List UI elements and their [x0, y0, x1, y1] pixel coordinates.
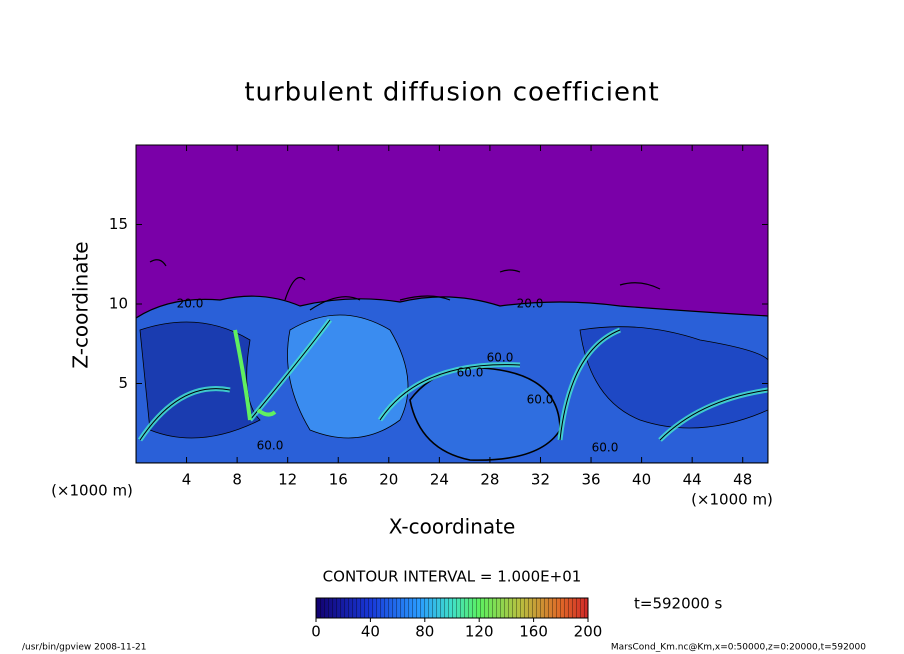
contour-label: 60.0 — [487, 351, 514, 365]
x-unit-label: (×1000 m) — [51, 482, 133, 500]
field-swirl — [287, 314, 409, 439]
x-tick-label: 36 — [581, 471, 600, 489]
contour-label: 60.0 — [592, 441, 619, 455]
y-axis-label: Z-coordinate — [69, 241, 93, 368]
chart-title: turbulent diffusion coefficient — [244, 78, 659, 108]
contour-field — [136, 145, 768, 463]
x-tick-label: 32 — [531, 471, 550, 489]
x-tick-label: 28 — [480, 471, 499, 489]
footer-right: MarsCond_Km.nc@Km,x=0:50000,z=0:20000,t=… — [611, 643, 866, 653]
field-contour — [139, 319, 768, 441]
x-tick-label: 24 — [430, 471, 449, 489]
contour-label: 60.0 — [457, 366, 484, 380]
x-unit-label: (×1000 m) — [691, 491, 773, 509]
x-tick-label: 44 — [683, 471, 702, 489]
contour-interval: CONTOUR INTERVAL = 1.000E+01 — [323, 568, 582, 586]
x-tick-label: 16 — [329, 471, 348, 489]
y-tick-label: 15 — [109, 215, 128, 233]
colorbar-tick-label: 40 — [361, 623, 380, 641]
colorbar-tick-label: 0 — [311, 623, 321, 641]
contour-label: 60.0 — [527, 393, 554, 407]
field-contour — [149, 259, 661, 311]
x-tick-label: 8 — [232, 471, 242, 489]
x-tick-label: 40 — [632, 471, 651, 489]
x-tick-label: 12 — [278, 471, 297, 489]
x-axis-label: X-coordinate — [389, 515, 516, 539]
y-tick-label: 5 — [118, 374, 128, 392]
colorbar-frame — [315, 597, 589, 619]
field-band — [233, 329, 277, 421]
colorbar-tick-label: 80 — [415, 623, 434, 641]
contour-label: 20.0 — [517, 297, 544, 311]
colorbar-tick-label: 120 — [465, 623, 494, 641]
time-label: t=592000 s — [634, 595, 722, 613]
colorbar-tick-label: 160 — [519, 623, 548, 641]
contour-label: 60.0 — [257, 439, 284, 453]
x-tick-label: 4 — [182, 471, 192, 489]
contour-label: 20.0 — [177, 297, 204, 311]
colorbar-tick-label: 200 — [574, 623, 603, 641]
x-tick-label: 20 — [379, 471, 398, 489]
footer-left: /usr/bin/gpview 2008-11-21 — [22, 643, 146, 653]
x-tick-label: 48 — [733, 471, 752, 489]
y-tick-label: 10 — [109, 295, 128, 313]
